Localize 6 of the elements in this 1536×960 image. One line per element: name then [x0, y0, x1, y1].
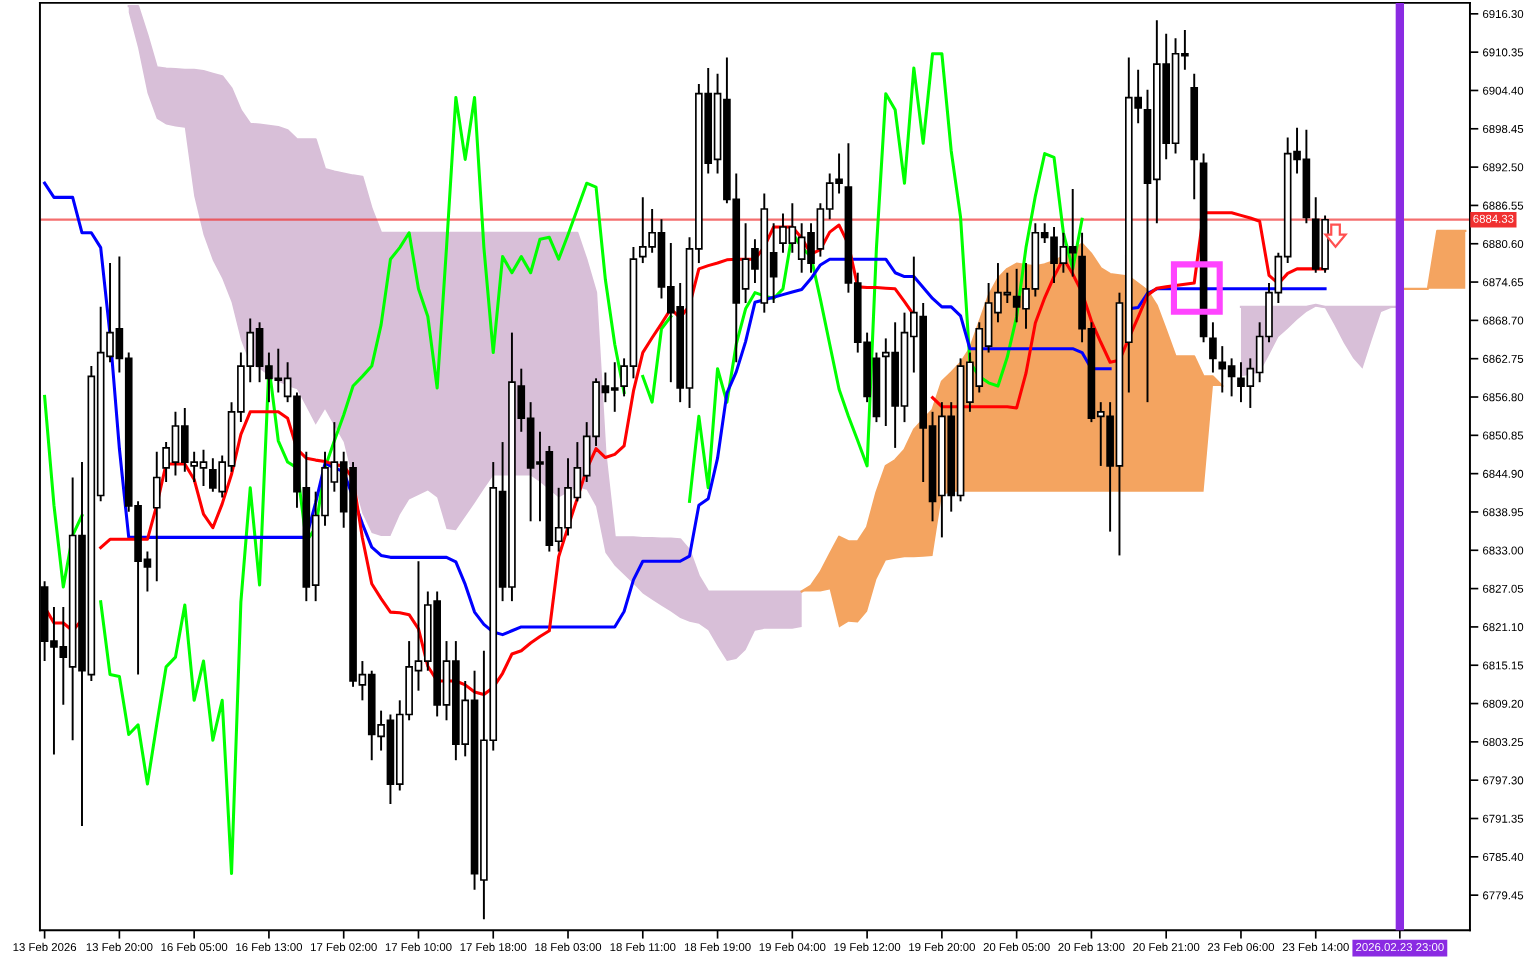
candlestick [1209, 321, 1217, 374]
candlestick [610, 361, 619, 413]
candlestick [1068, 188, 1077, 278]
candlestick [152, 450, 161, 583]
candlestick [1218, 345, 1227, 394]
candlestick [1190, 72, 1199, 201]
